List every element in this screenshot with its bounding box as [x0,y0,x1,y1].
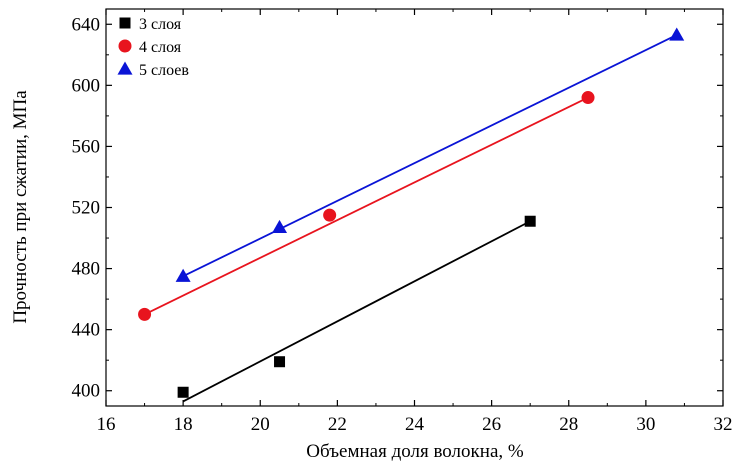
x-tick-label: 26 [482,414,501,435]
series-layer [138,27,685,403]
data-point [272,219,288,233]
y-tick-label: 560 [72,136,101,157]
y-axis-ticks: 400 440 480 520 560 600 640 [72,14,723,402]
data-point [138,307,152,321]
legend-marker [119,17,131,29]
series-3 [175,27,685,282]
x-tick-label: 28 [559,414,578,435]
legend-label: 3 слоя [139,16,182,33]
fit-line [182,220,531,403]
x-tick-label: 18 [174,414,193,435]
x-axis-ticks: 16 18 20 22 24 26 28 30 32 [97,9,733,435]
legend: 3 слоя 4 слоя 5 слоев [117,16,189,79]
fit-line [182,34,678,278]
y-tick-label: 640 [72,14,101,35]
y-axis-title: Прочность при сжатии, МПа [10,90,31,324]
legend-label: 4 слоя [139,39,182,56]
plot-frame [105,8,724,407]
legend-item: 4 слоя [118,39,182,56]
legend-label: 5 слоев [139,62,189,79]
x-tick-label: 30 [636,414,655,435]
data-point [669,27,685,41]
data-point [274,356,286,368]
legend-marker [118,39,132,53]
data-point [524,215,536,227]
x-tick-label: 16 [97,414,116,435]
legend-item: 5 слоев [117,61,189,79]
y-tick-label: 440 [72,320,101,341]
x-tick-label: 22 [328,414,347,435]
x-tick-label: 24 [405,414,425,435]
x-axis-title: Объемная доля волокна, % [306,441,524,462]
series-1 [177,215,536,403]
x-tick-label: 32 [714,414,733,435]
data-point [177,386,189,398]
series-2 [138,91,595,321]
data-point [323,208,337,222]
y-tick-label: 600 [72,75,101,96]
y-tick-label: 480 [72,259,101,280]
fit-line [144,96,589,316]
legend-marker [117,61,133,75]
data-point [175,268,191,282]
legend-item: 3 слоя [119,16,182,33]
y-tick-label: 520 [72,198,101,219]
y-tick-label: 400 [72,381,101,402]
data-point [581,91,595,105]
x-tick-label: 20 [251,414,270,435]
